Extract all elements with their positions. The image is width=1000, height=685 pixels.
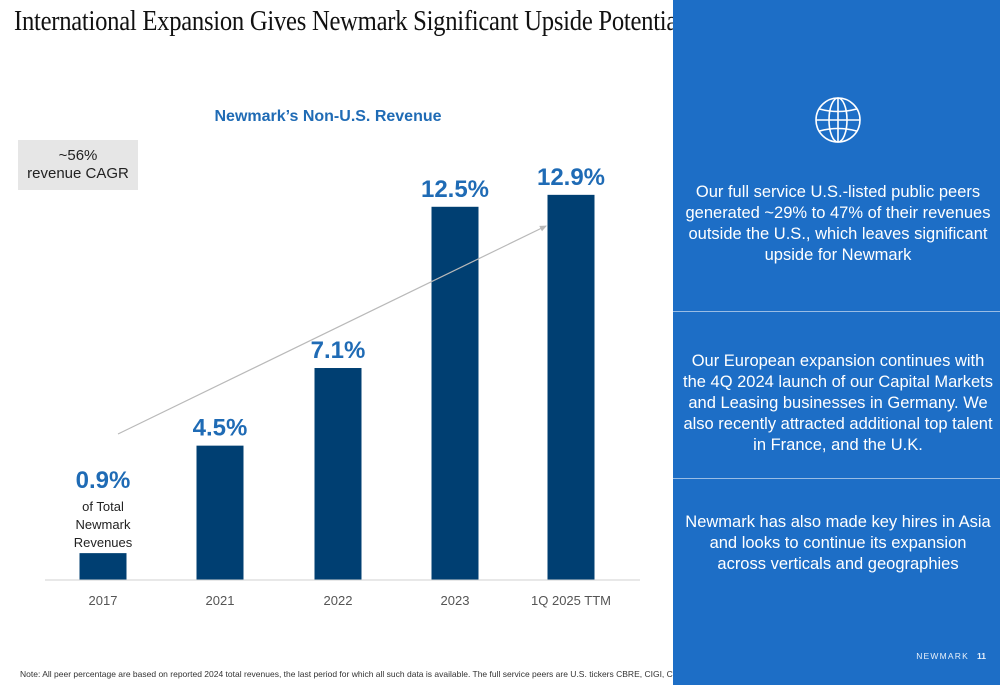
cagr-callout: ~56% revenue CAGR xyxy=(18,140,138,190)
first-bar-annotation: of Total Newmark Revenues xyxy=(74,499,133,550)
info-panel: Our full service U.S.-listed public peer… xyxy=(673,0,1000,685)
bar-3 xyxy=(431,206,479,581)
panel-text-peers: Our full service U.S.-listed public peer… xyxy=(685,183,991,264)
globe-icon xyxy=(815,97,861,143)
x-tick-label: 1Q 2025 TTM xyxy=(531,593,611,608)
data-label: 7.1% xyxy=(311,337,366,364)
panel-text-europe: Our European expansion continues with th… xyxy=(683,352,994,454)
footnote: Note: All peer percentage are based on r… xyxy=(20,669,724,679)
bar-0 xyxy=(79,553,127,580)
panel-divider xyxy=(673,311,1000,312)
page-title: International Expansion Gives Newmark Si… xyxy=(14,6,684,37)
cagr-label: revenue CAGR xyxy=(27,165,129,182)
cagr-value: ~56% xyxy=(58,147,98,164)
trend-arrow xyxy=(117,225,547,435)
bar-1 xyxy=(196,445,244,580)
annotation-line: Revenues xyxy=(74,535,133,550)
annotation-line: of Total xyxy=(82,499,124,514)
data-label: 12.5% xyxy=(421,176,489,203)
left-content: International Expansion Gives Newmark Si… xyxy=(14,6,724,679)
annotation-line: Newmark xyxy=(76,517,131,532)
data-label: 4.5% xyxy=(193,415,248,442)
panel-text-asia: Newmark has also made key hires in Asia … xyxy=(685,513,991,573)
bar-4 xyxy=(547,194,595,581)
data-label: 0.9% xyxy=(76,467,131,494)
bar-2 xyxy=(314,368,362,580)
data-label: 12.9% xyxy=(537,164,605,191)
x-tick-label: 2021 xyxy=(206,593,235,608)
bar-chart: 2017 2021 2022 2023 1Q 2025 TTM 0.9% 4.5% 7.1%… xyxy=(45,164,640,608)
panel-divider xyxy=(673,478,1000,479)
x-tick-label: 2017 xyxy=(89,593,118,608)
x-tick-label: 2022 xyxy=(324,593,353,608)
page-number: 11 xyxy=(977,651,986,661)
chart-title: Newmark’s Non-U.S. Revenue xyxy=(214,108,442,125)
x-tick-label: 2023 xyxy=(441,593,470,608)
footer: NEWMARK 11 xyxy=(916,651,986,661)
brand-name: NEWMARK xyxy=(916,651,969,661)
